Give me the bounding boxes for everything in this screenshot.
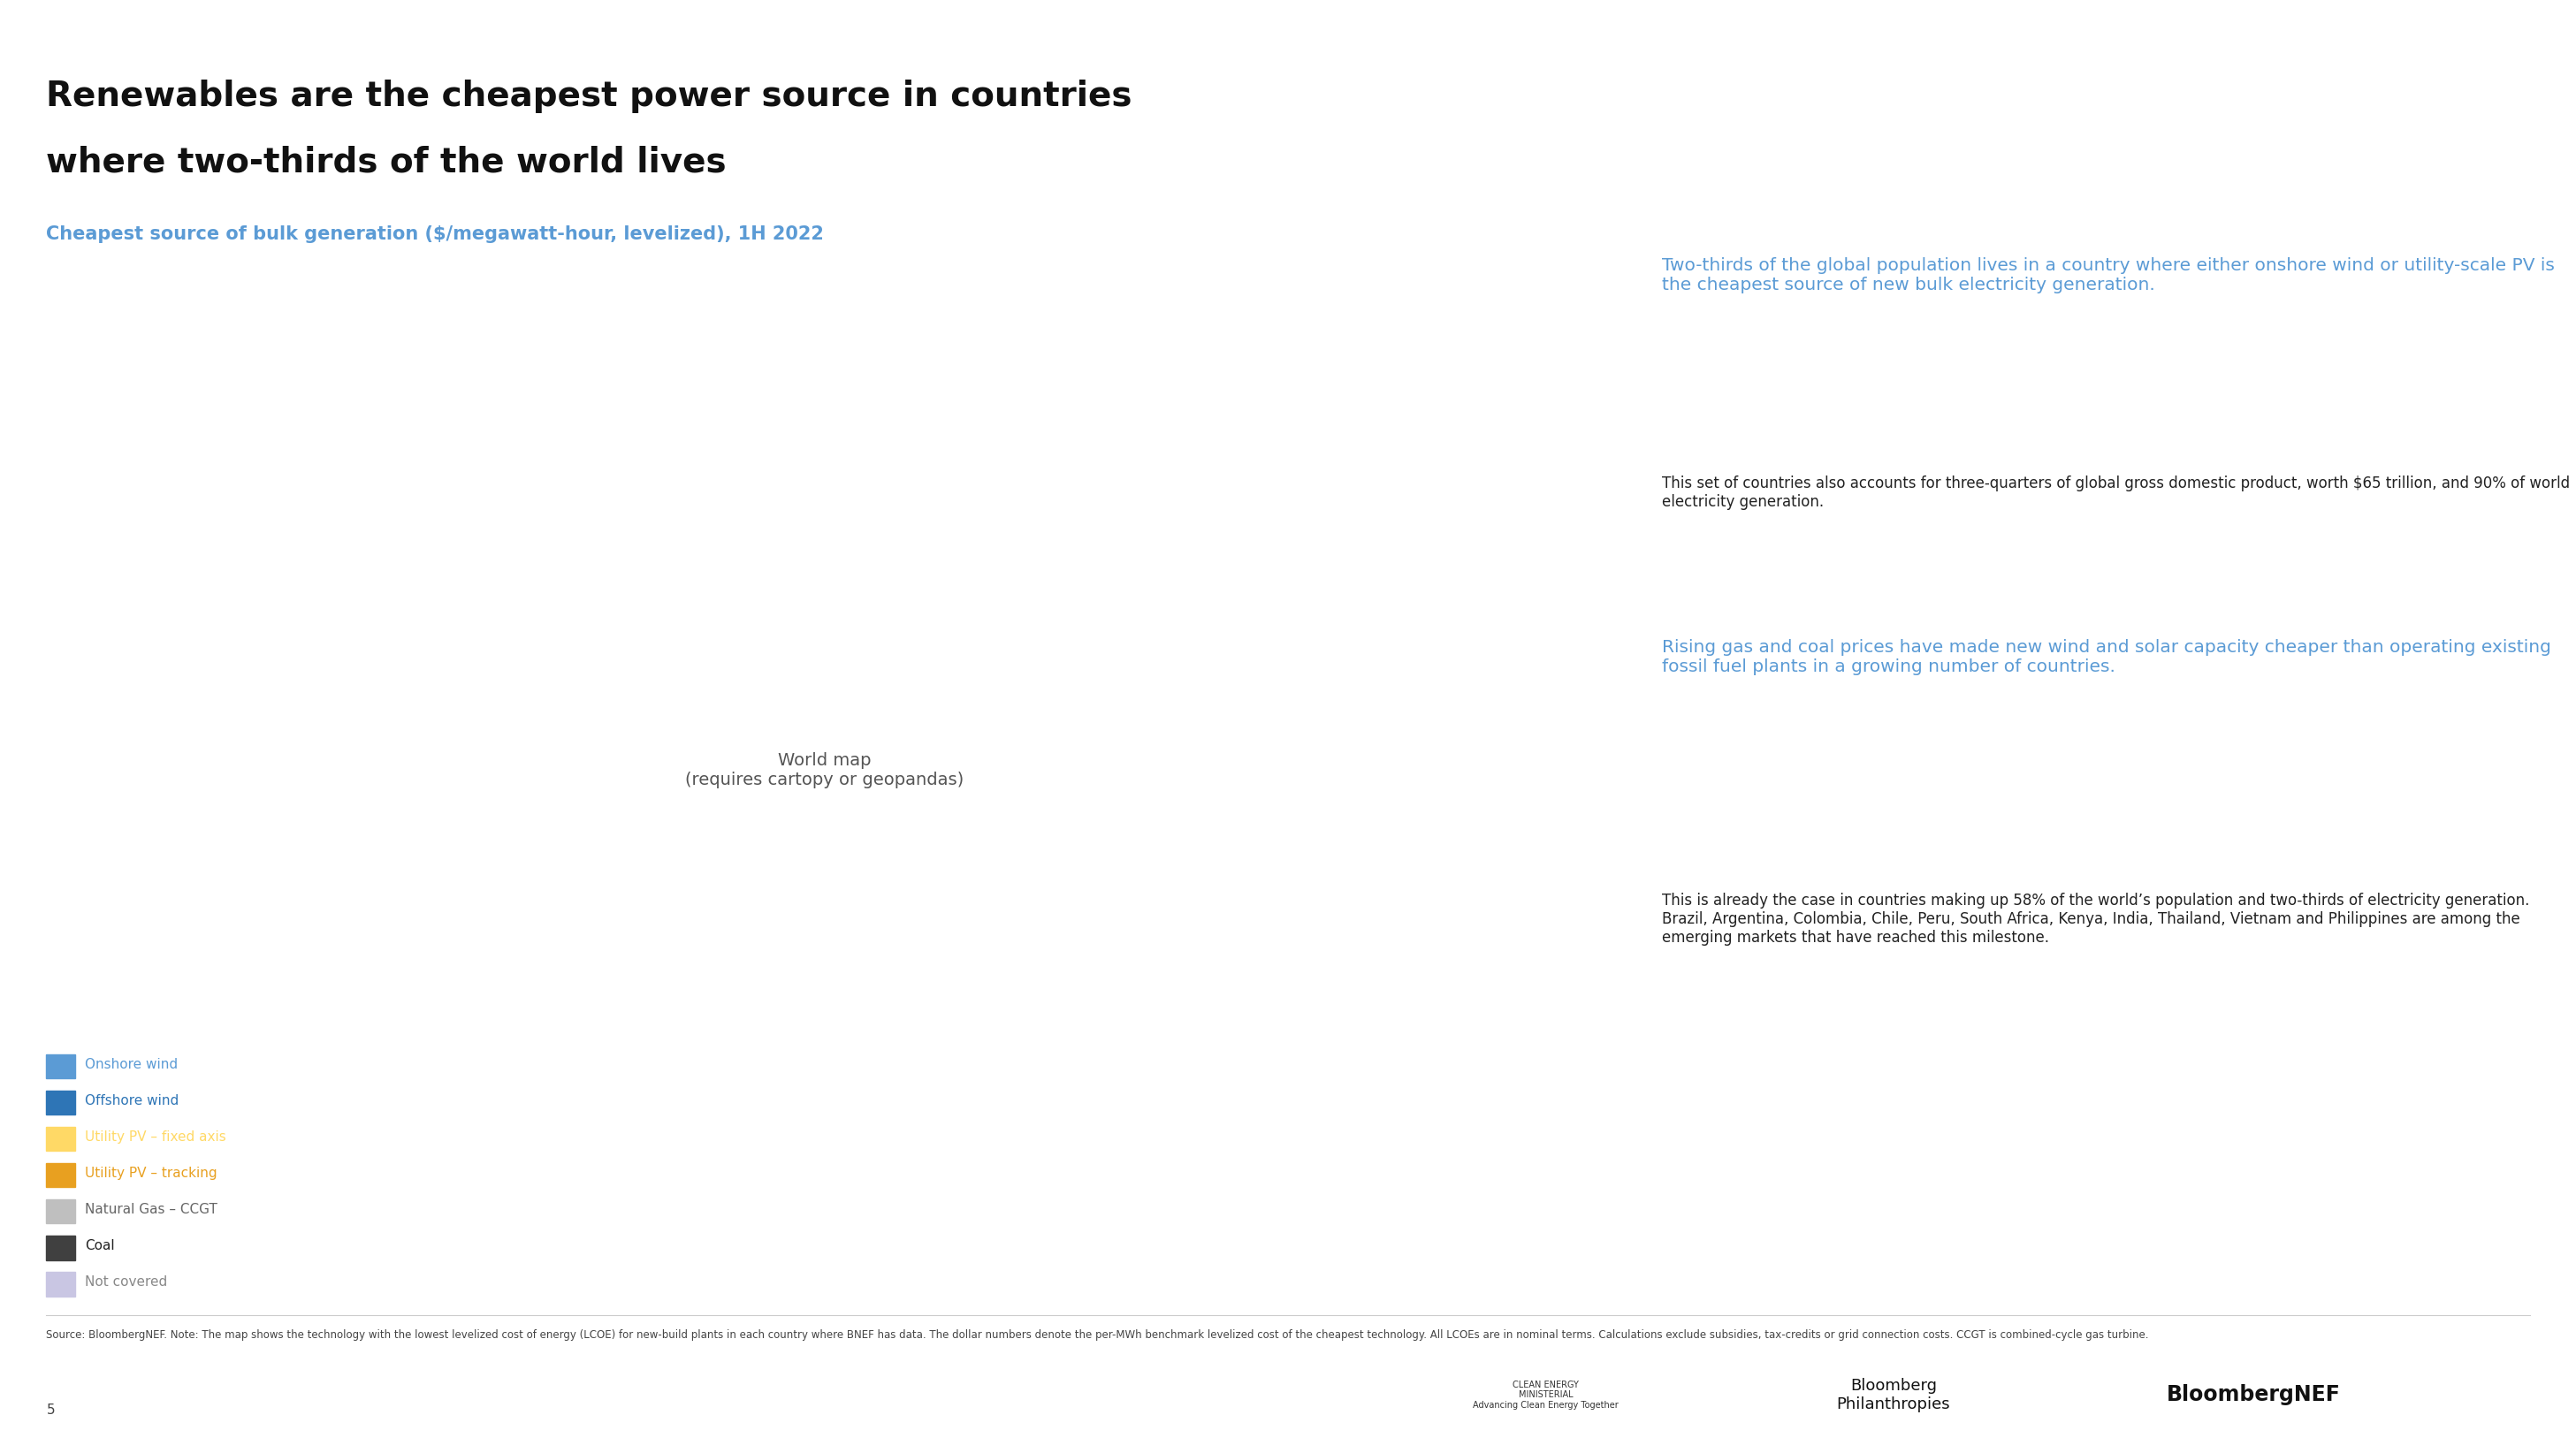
Text: Not covered: Not covered bbox=[85, 1276, 167, 1289]
Bar bbox=[46, 1162, 75, 1187]
Bar bbox=[46, 1090, 75, 1114]
Text: Utility PV – fixed axis: Utility PV – fixed axis bbox=[85, 1130, 227, 1144]
Bar bbox=[46, 1273, 75, 1296]
Text: where two-thirds of the world lives: where two-thirds of the world lives bbox=[46, 145, 726, 179]
Bar bbox=[46, 1235, 75, 1260]
Text: 5: 5 bbox=[46, 1404, 54, 1417]
Text: Bloomberg
Philanthropies: Bloomberg Philanthropies bbox=[1837, 1377, 1950, 1412]
Bar bbox=[46, 1200, 75, 1223]
Text: This set of countries also accounts for three-quarters of global gross domestic : This set of countries also accounts for … bbox=[1662, 477, 2568, 510]
Text: Utility PV – tracking: Utility PV – tracking bbox=[85, 1167, 216, 1180]
Text: Rising gas and coal prices have made new wind and solar capacity cheaper than op: Rising gas and coal prices have made new… bbox=[1662, 639, 2550, 674]
Text: Natural Gas – CCGT: Natural Gas – CCGT bbox=[85, 1203, 216, 1216]
Text: Coal: Coal bbox=[85, 1239, 116, 1252]
Text: Two-thirds of the global population lives in a country where either onshore wind: Two-thirds of the global population live… bbox=[1662, 257, 2555, 294]
Text: Source: BloombergNEF. Note: The map shows the technology with the lowest leveliz: Source: BloombergNEF. Note: The map show… bbox=[46, 1329, 2148, 1341]
Text: Cheapest source of bulk generation ($/megawatt-hour, levelized), 1H 2022: Cheapest source of bulk generation ($/me… bbox=[46, 225, 824, 243]
Text: CLEAN ENERGY
MINISTERIAL
Advancing Clean Energy Together: CLEAN ENERGY MINISTERIAL Advancing Clean… bbox=[1473, 1380, 1618, 1409]
Bar bbox=[46, 1128, 75, 1151]
Text: World map
(requires cartopy or geopandas): World map (requires cartopy or geopandas… bbox=[685, 753, 963, 788]
Text: This is already the case in countries making up 58% of the world’s population an: This is already the case in countries ma… bbox=[1662, 892, 2530, 946]
Text: Onshore wind: Onshore wind bbox=[85, 1058, 178, 1071]
Bar bbox=[46, 1055, 75, 1078]
Text: Renewables are the cheapest power source in countries: Renewables are the cheapest power source… bbox=[46, 80, 1133, 113]
Text: Offshore wind: Offshore wind bbox=[85, 1094, 178, 1107]
Text: BloombergNEF: BloombergNEF bbox=[2166, 1385, 2342, 1405]
